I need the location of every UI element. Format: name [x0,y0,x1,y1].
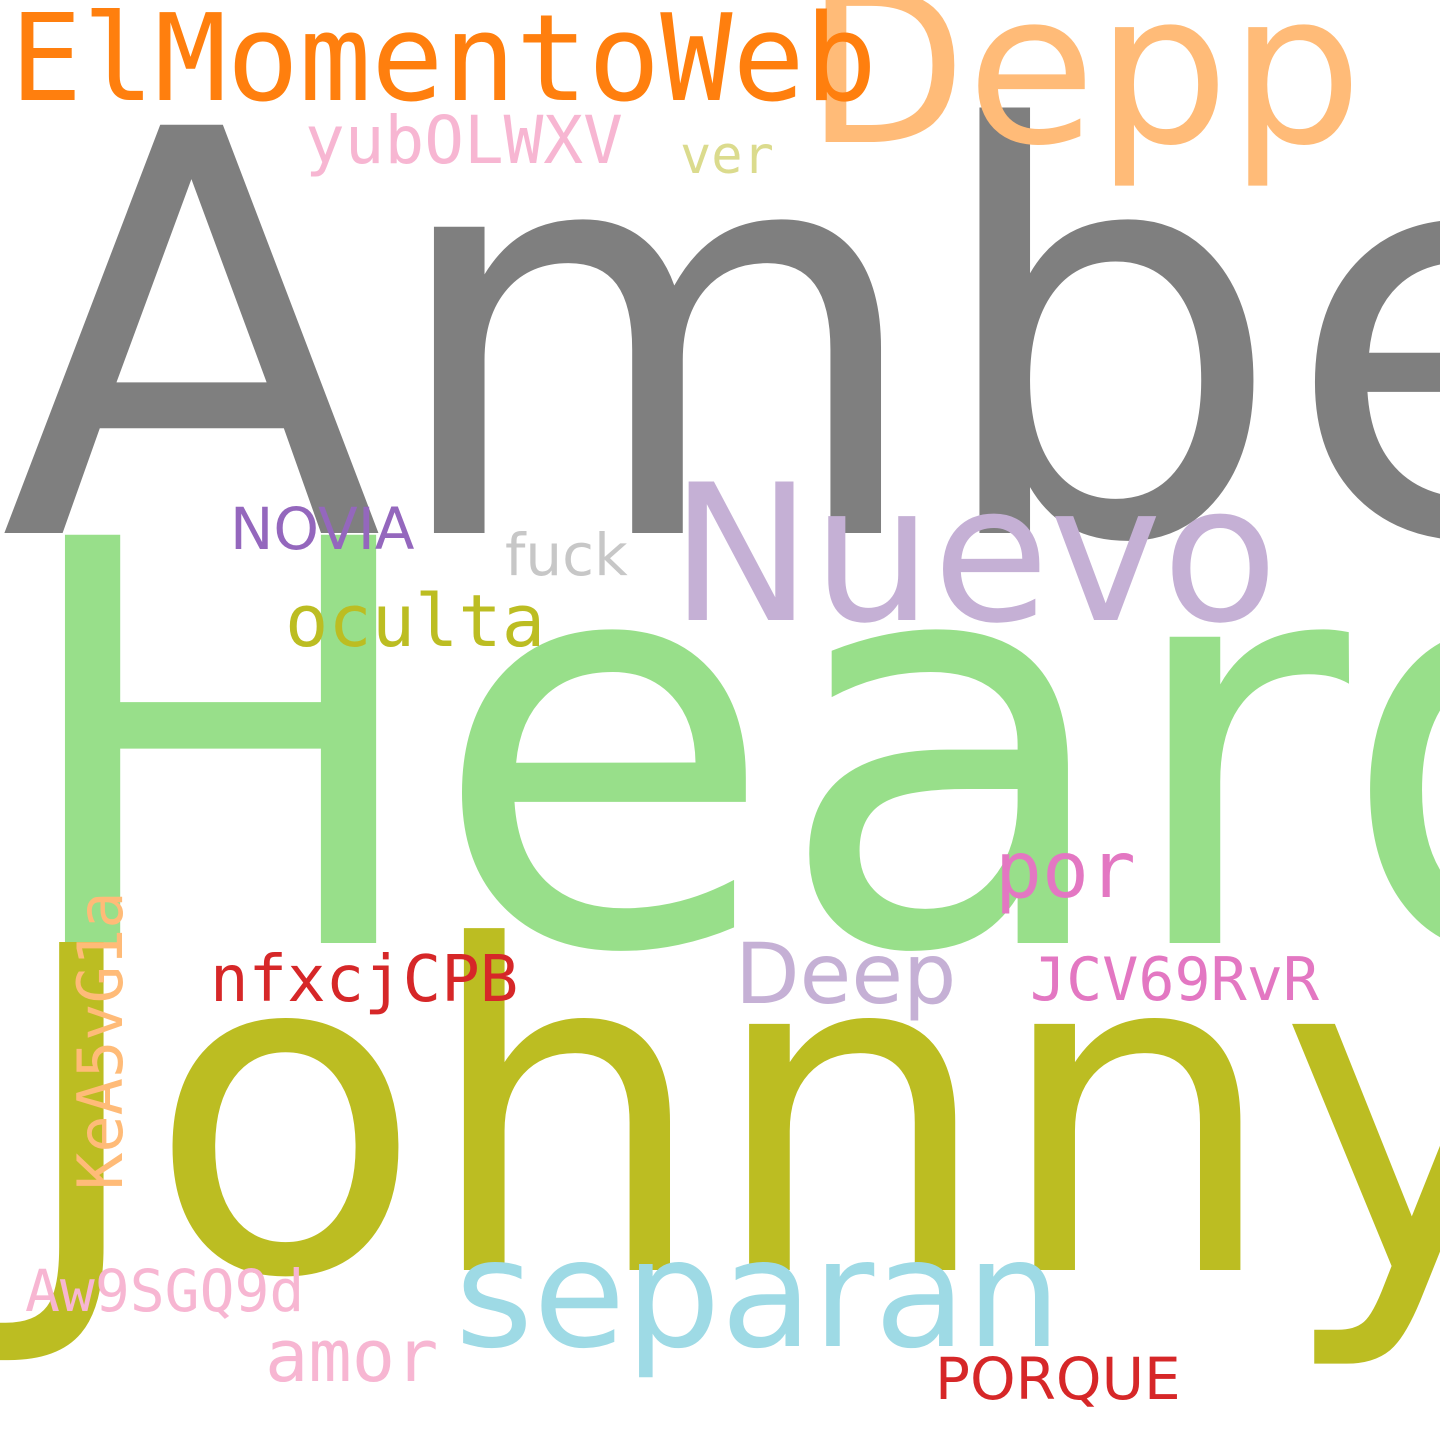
word-jcv69rvr: JCV69RvR [1030,945,1319,1015]
word-por: por [995,826,1136,916]
word-separan: separan [455,1208,1062,1382]
word-amor: amor [265,1314,439,1398]
word-aw9sgq9d: Aw9SGQ9d [25,1257,305,1325]
word-ver: ver [680,126,774,186]
word-johnny: Johnny [15,853,1440,1377]
word-nuevo: Nuevo [670,444,1279,665]
word-nfxcjcpb: nfxcjCPB [210,943,519,1017]
word-yubolwxv: yubOLWXV [305,102,623,179]
word-depp: Depp [805,0,1363,192]
word-novia: NOVIA [230,495,415,563]
word-deep: Deep [735,925,957,1023]
word-oculta: oculta [285,579,546,663]
word-elmomentoweb: ElMomentoWeb [10,0,877,129]
word-porque: PORQUE [935,1345,1181,1413]
word-fuck: fuck [505,521,628,589]
word-heard: Heard [10,424,1440,1076]
word-kea5vg1a: KeA5vG1a [64,891,137,1190]
word-amber: Amber [0,14,1440,666]
